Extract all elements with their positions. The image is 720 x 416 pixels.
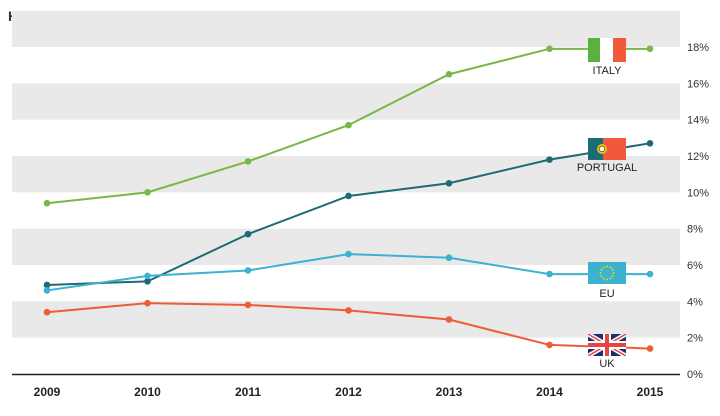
series-label-eu: EU bbox=[599, 288, 614, 300]
grid-band bbox=[12, 156, 680, 193]
data-point-eu bbox=[244, 267, 252, 274]
data-point-uk bbox=[445, 316, 453, 323]
data-point-italy bbox=[43, 199, 51, 207]
y-tick-label: 18% bbox=[687, 42, 709, 54]
grid-band bbox=[12, 83, 680, 120]
data-point-eu bbox=[445, 254, 453, 262]
y-tick-label: 6% bbox=[687, 260, 703, 272]
data-point-italy bbox=[546, 45, 553, 53]
data-point-portugal bbox=[244, 230, 252, 238]
data-point-eu bbox=[144, 272, 151, 280]
x-tick-label: 2012 bbox=[335, 385, 362, 399]
x-tick-label: 2009 bbox=[34, 385, 61, 399]
data-point-italy bbox=[345, 121, 352, 129]
data-point-eu bbox=[345, 250, 352, 258]
grid-band bbox=[12, 10, 680, 47]
data-point-uk bbox=[244, 301, 252, 309]
data-point-portugal bbox=[43, 281, 51, 289]
y-tick-label: 10% bbox=[687, 187, 709, 199]
eu-flag-icon bbox=[588, 262, 626, 284]
data-point-italy bbox=[244, 158, 252, 165]
data-point-uk bbox=[345, 307, 352, 314]
y-tick-label: 8% bbox=[687, 224, 703, 236]
italy-flag-icon bbox=[588, 38, 626, 62]
x-tick-label: 2011 bbox=[235, 385, 261, 399]
x-tick-label: 2010 bbox=[134, 385, 161, 399]
series-label-uk: UK bbox=[599, 358, 615, 370]
grid-band bbox=[12, 228, 680, 265]
data-point-uk bbox=[546, 341, 553, 349]
portugal-flag-icon bbox=[588, 138, 626, 160]
grid-band bbox=[12, 301, 680, 338]
uk-flag-icon bbox=[588, 334, 626, 356]
y-tick-label: 2% bbox=[687, 333, 703, 345]
data-point-italy bbox=[144, 189, 151, 196]
data-point-italy bbox=[445, 70, 453, 78]
data-point-portugal bbox=[144, 278, 151, 285]
series-label-italy: ITALY bbox=[593, 65, 623, 77]
x-tick-label: 2014 bbox=[536, 385, 563, 399]
y-tick-label: 14% bbox=[687, 115, 709, 127]
y-tick-label: 16% bbox=[687, 78, 709, 90]
data-point-portugal bbox=[445, 179, 453, 187]
y-tick-label: 4% bbox=[687, 296, 703, 308]
data-point-uk bbox=[43, 308, 51, 316]
x-tick-label: 2015 bbox=[637, 385, 664, 399]
y-tick-label: 0% bbox=[687, 369, 703, 381]
data-point-portugal bbox=[646, 139, 654, 147]
data-point-eu bbox=[646, 270, 654, 278]
data-point-italy bbox=[646, 45, 654, 53]
x-tick-label: 2013 bbox=[436, 385, 463, 399]
data-point-portugal bbox=[546, 156, 553, 163]
data-point-portugal bbox=[345, 192, 352, 200]
data-point-uk bbox=[646, 345, 654, 352]
data-point-eu bbox=[546, 270, 553, 278]
y-tick-label: 12% bbox=[687, 151, 709, 163]
series-label-portugal: PORTUGAL bbox=[577, 162, 637, 174]
data-point-uk bbox=[144, 299, 151, 307]
data-point-eu bbox=[43, 287, 51, 294]
